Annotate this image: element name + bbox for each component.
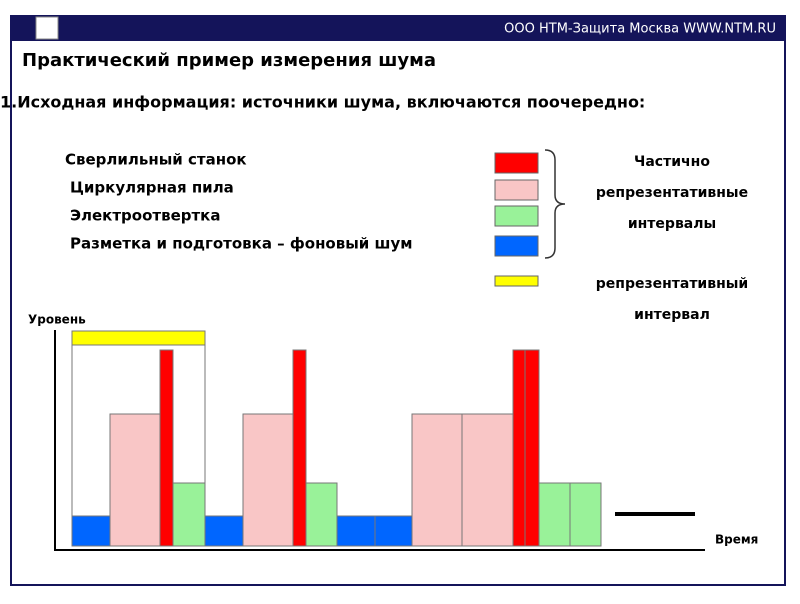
note: интервал (634, 307, 710, 323)
note: интервалы (628, 216, 716, 232)
note: репрезентативный (596, 276, 749, 292)
note: Частично (634, 154, 710, 170)
block (569, 482, 602, 547)
swatch (494, 205, 539, 227)
swatch (494, 152, 539, 174)
swatch (494, 275, 539, 287)
source-label: Циркулярная пила (70, 179, 234, 197)
swatch (494, 179, 539, 201)
source-label: Разметка и подготовка – фоновый шум (70, 235, 413, 253)
block (204, 515, 244, 547)
block (71, 515, 111, 547)
brace (544, 149, 566, 259)
block (524, 349, 540, 547)
subtitle: 1.Исходная информация: источники шума, в… (0, 93, 645, 112)
block (538, 482, 571, 547)
block (374, 515, 413, 547)
block (336, 515, 376, 547)
logo (35, 16, 59, 40)
legend-swatches (494, 152, 539, 287)
title: Практический пример измерения шума (22, 50, 436, 71)
block (172, 482, 206, 547)
header-bar (10, 15, 786, 41)
x-axis-label: Время (715, 533, 758, 547)
block (109, 413, 161, 547)
block (461, 413, 514, 547)
note: репрезентативные (596, 185, 748, 201)
company: ООО НТМ-Защита Москва WWW.NTM.RU (504, 22, 776, 37)
block (305, 482, 338, 547)
block (292, 349, 307, 547)
block (159, 349, 174, 547)
block (242, 413, 294, 547)
block (512, 349, 526, 547)
y-axis-label: Уровень (28, 313, 86, 327)
source-label: Сверлильный станок (65, 151, 247, 169)
bars (71, 330, 602, 547)
swatch (494, 235, 539, 257)
source-label: Электроотвертка (70, 207, 220, 225)
block (411, 413, 463, 547)
interval-bar (71, 330, 206, 346)
